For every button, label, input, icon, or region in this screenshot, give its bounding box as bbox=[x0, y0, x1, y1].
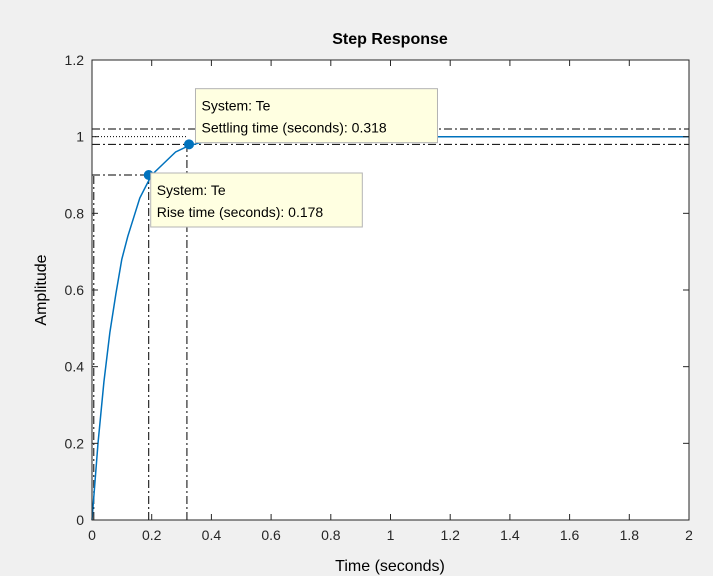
y-tick-label: 0.8 bbox=[65, 205, 85, 221]
x-tick-label: 0.6 bbox=[261, 527, 281, 543]
y-tick-label: 0.2 bbox=[65, 435, 85, 451]
chart-title: Step Response bbox=[332, 31, 448, 48]
x-tick-label: 0.2 bbox=[142, 527, 162, 543]
datatip-text: Rise time (seconds): 0.178 bbox=[157, 204, 324, 220]
x-tick-label: 1.4 bbox=[500, 527, 520, 543]
datatip-text: System: Te bbox=[201, 98, 270, 114]
x-tick-label: 0.8 bbox=[321, 527, 341, 543]
y-axis-label: Amplitude bbox=[33, 254, 50, 325]
plot-frame bbox=[91, 59, 690, 521]
x-tick-label: 2 bbox=[685, 527, 693, 543]
x-tick-label: 1 bbox=[387, 527, 395, 543]
step-response-line bbox=[91, 135, 689, 521]
ticks-layer: 0 0.2 0.4 0.6 0.8 1 1.2 1.4 1.6 1.8 2 0 0.2 0.4 0.6 0.8… bbox=[65, 52, 694, 543]
x-tick-label: 1.8 bbox=[620, 527, 640, 543]
datatips-layer: System: Te Rise time (seconds): 0.178 Syst… bbox=[143, 88, 438, 228]
datatip-box bbox=[150, 172, 363, 228]
y-tick-label: 1.2 bbox=[65, 52, 85, 68]
x-tick-label: 0 bbox=[88, 527, 96, 543]
y-tick-label: 1 bbox=[76, 129, 84, 145]
y-tick-label: 0 bbox=[76, 512, 84, 528]
y-tick-label: 0.6 bbox=[65, 282, 85, 298]
y-tick-label: 0.4 bbox=[65, 359, 85, 375]
x-axis-label: Time (seconds) bbox=[335, 558, 445, 575]
datatip-marker bbox=[184, 139, 195, 150]
x-tick-label: 1.2 bbox=[440, 527, 460, 543]
datatip-text: System: Te bbox=[157, 182, 226, 198]
series-layer bbox=[91, 135, 689, 521]
datatip-box bbox=[194, 88, 438, 144]
x-tick-label: 0.4 bbox=[202, 527, 222, 543]
datatip-text: Settling time (seconds): 0.318 bbox=[201, 120, 386, 136]
x-tick-label: 1.6 bbox=[560, 527, 580, 543]
